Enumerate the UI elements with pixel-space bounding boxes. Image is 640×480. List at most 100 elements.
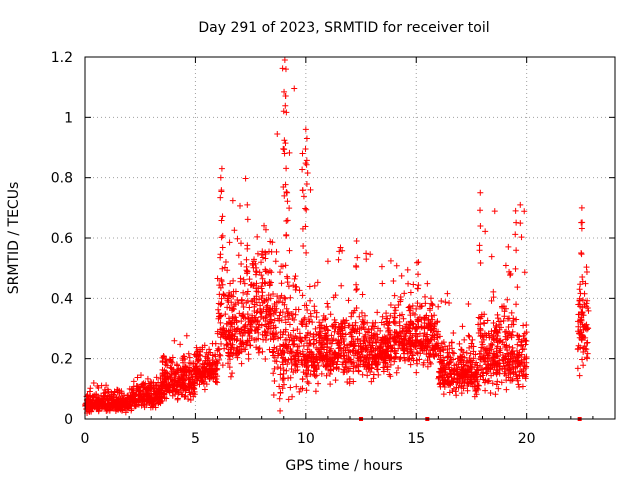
data-point (292, 273, 299, 280)
data-point (313, 372, 320, 379)
data-point (434, 318, 441, 325)
data-point (406, 356, 413, 363)
data-point (426, 305, 433, 312)
data-point (238, 240, 245, 247)
data-point (226, 335, 233, 342)
data-point (193, 362, 200, 369)
peak-point (303, 206, 310, 213)
data-point (168, 358, 175, 365)
data-point (162, 358, 169, 365)
data-point (414, 300, 421, 307)
data-point (237, 202, 244, 209)
data-point (355, 367, 362, 374)
data-point (283, 367, 290, 374)
data-point (94, 382, 101, 389)
data-point (167, 364, 174, 371)
data-point (303, 371, 310, 378)
data-point (359, 361, 366, 368)
x-tick-label: 15 (407, 431, 425, 447)
peak-point (303, 135, 310, 142)
data-point (585, 307, 592, 314)
data-point (277, 365, 284, 372)
data-point (375, 352, 382, 359)
data-point (254, 250, 261, 257)
data-point (413, 369, 420, 376)
data-point (579, 310, 586, 317)
data-point (448, 345, 455, 352)
data-point (299, 292, 306, 299)
data-point (391, 349, 398, 356)
data-point (262, 226, 269, 233)
data-point (316, 337, 323, 344)
data-point (136, 391, 143, 398)
data-point (259, 279, 266, 286)
data-point (510, 317, 517, 324)
data-point (401, 357, 408, 364)
data-point (357, 354, 364, 361)
data-point (134, 374, 141, 381)
data-point (292, 367, 299, 374)
data-point (504, 365, 511, 372)
data-point (324, 356, 331, 363)
data-point (493, 328, 500, 335)
data-point (468, 343, 475, 350)
data-point (413, 331, 420, 338)
data-point (170, 366, 177, 373)
data-point (202, 367, 209, 374)
data-point (270, 290, 277, 297)
data-point (146, 392, 153, 399)
data-point (250, 282, 257, 289)
data-point (464, 366, 471, 373)
data-point (315, 380, 322, 387)
data-point (453, 392, 460, 399)
data-point (216, 351, 223, 358)
data-point (193, 344, 200, 351)
data-point (299, 376, 306, 383)
data-point (339, 320, 346, 327)
x-tick-label: 20 (518, 431, 536, 447)
data-point (262, 356, 269, 363)
data-point (323, 337, 330, 344)
data-point (219, 331, 226, 338)
data-point (226, 364, 233, 371)
data-point (367, 251, 374, 258)
data-point (169, 377, 176, 384)
data-point (487, 390, 494, 397)
data-point (323, 362, 330, 369)
data-point (232, 301, 239, 308)
data-point (310, 333, 317, 340)
data-point (306, 318, 313, 325)
data-point (463, 357, 470, 364)
data-point (418, 316, 425, 323)
data-point (461, 379, 468, 386)
data-point (163, 383, 170, 390)
data-point (485, 365, 492, 372)
data-point (236, 310, 243, 317)
data-point (285, 396, 292, 403)
data-point (299, 361, 306, 368)
data-point (237, 275, 244, 282)
data-point (215, 310, 222, 317)
data-point (508, 309, 515, 316)
data-point (238, 360, 245, 367)
data-point (333, 361, 340, 368)
data-point (500, 363, 507, 370)
data-point (418, 302, 425, 309)
data-point (276, 343, 283, 350)
data-point (405, 304, 412, 311)
data-point (274, 364, 281, 371)
data-point (126, 402, 133, 409)
data-point (262, 329, 269, 336)
data-point (407, 289, 414, 296)
data-point (259, 248, 266, 255)
data-point (187, 397, 194, 404)
peak-point (304, 169, 311, 176)
data-point (499, 352, 506, 359)
data-point (238, 318, 245, 325)
data-point (397, 294, 404, 301)
data-point (294, 326, 301, 333)
data-point (456, 373, 463, 380)
data-point (230, 288, 237, 295)
data-point (399, 311, 406, 318)
data-point (520, 367, 527, 374)
